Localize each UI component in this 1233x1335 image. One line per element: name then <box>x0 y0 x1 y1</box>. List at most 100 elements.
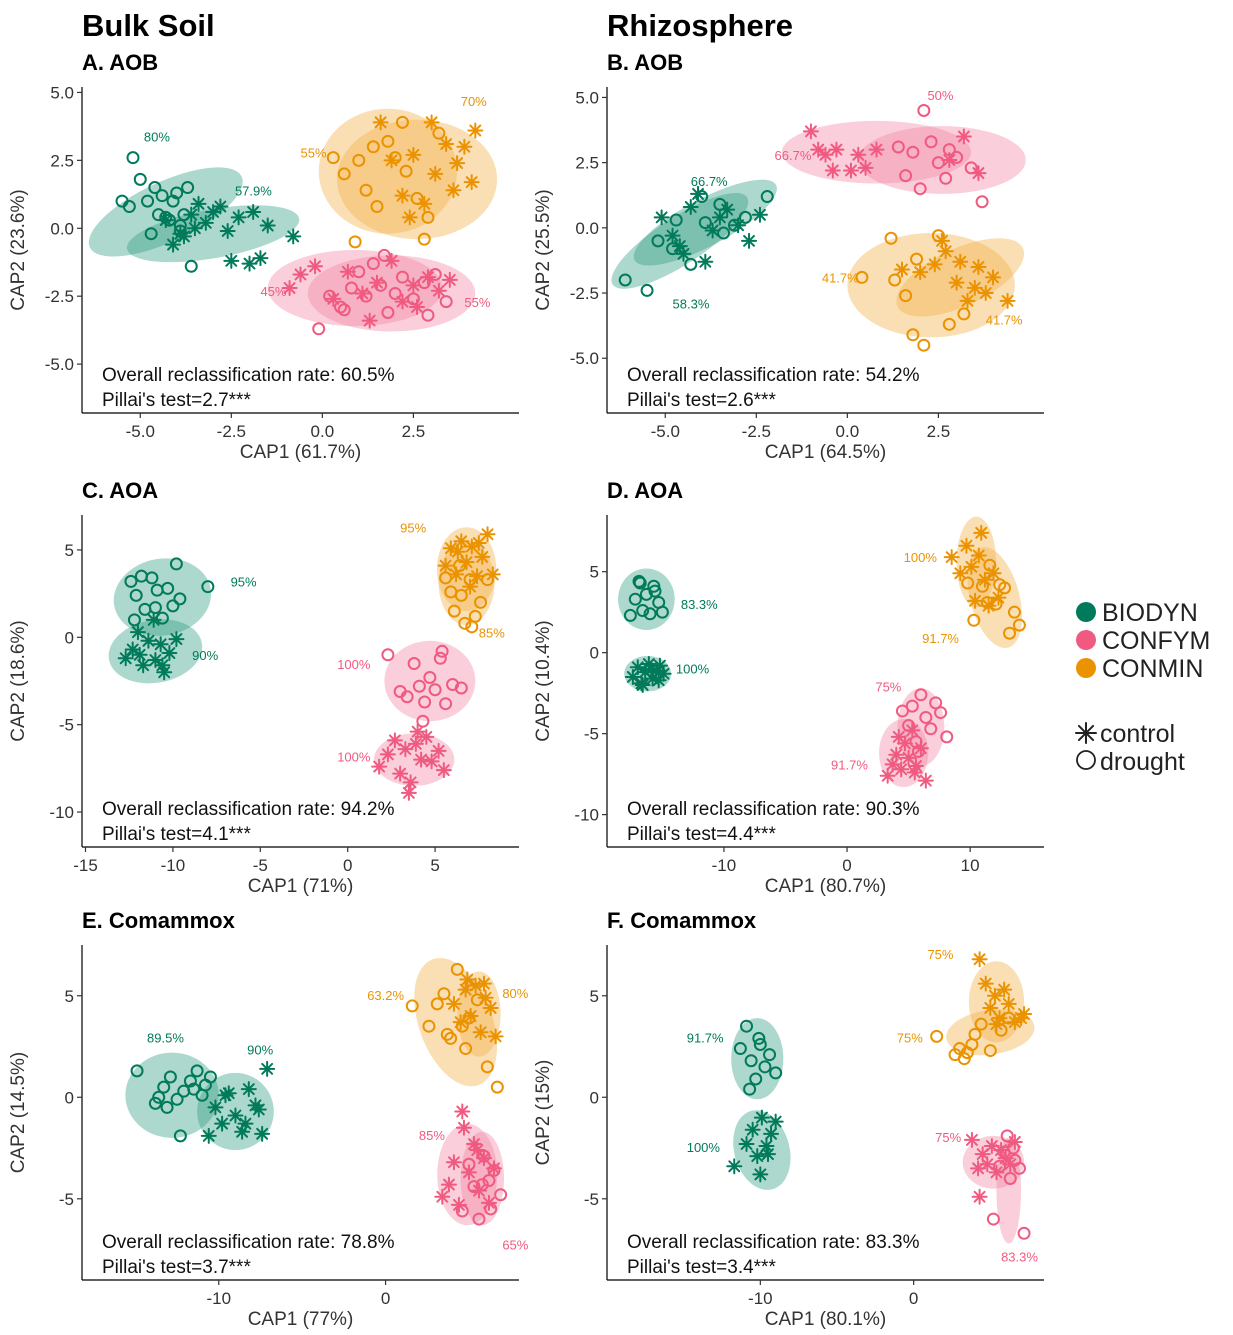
point-biodyn-drought <box>738 210 752 224</box>
point-biodyn-control <box>240 1081 257 1098</box>
point-confym-drought <box>418 695 432 709</box>
y-tick-label: 5 <box>65 987 74 1006</box>
point-biodyn-control <box>131 646 148 663</box>
point-conmin-control <box>1016 1006 1033 1023</box>
point-biodyn-drought <box>769 1066 783 1080</box>
x-tick-label: 5 <box>430 856 439 875</box>
point-biodyn-control <box>690 185 707 202</box>
panel-title-e: E. Comammox <box>82 908 236 933</box>
point-confym-control <box>292 266 309 283</box>
y-tick-label: 0 <box>65 628 74 647</box>
point-confym-control <box>879 767 896 784</box>
point-confym-drought <box>462 1157 476 1171</box>
point-conmin-drought <box>370 200 384 214</box>
panel-b: B. AOB 66.7% 58.3% 66.7% 50% 41.7% 41.7% -5.0 -2… <box>533 50 1044 463</box>
point-conmin-drought <box>974 1017 988 1031</box>
point-confym-drought <box>940 730 954 744</box>
reclassification-rate-text: Overall reclassification rate: 60.5% <box>102 365 395 386</box>
point-conmin-drought <box>437 987 451 1001</box>
point-conmin-control <box>475 975 492 992</box>
point-biodyn-drought <box>763 1048 777 1062</box>
reclassification-percent-label: 41.7% <box>822 271 859 286</box>
point-conmin-control <box>977 975 994 992</box>
point-biodyn-control <box>207 1099 224 1116</box>
point-confym-control <box>454 1103 471 1120</box>
panel-d: D. AOA 83.3% 100% 100% 91.7% 75% 91.7% -10 0 10 5 0… <box>533 478 1044 897</box>
point-conmin-control <box>952 565 969 582</box>
point-confym-drought <box>939 171 953 185</box>
point-confym-control <box>917 772 934 789</box>
point-conmin-control <box>482 999 499 1016</box>
point-biodyn-control <box>624 668 641 685</box>
point-biodyn-drought <box>169 557 183 571</box>
point-biodyn-control <box>190 195 207 212</box>
point-conmin-drought <box>366 140 380 154</box>
reclassification-percent-label: 45% <box>260 284 286 299</box>
point-confym-control <box>392 765 409 782</box>
x-tick-label: 0 <box>381 1289 390 1308</box>
point-confym-drought <box>412 679 426 693</box>
point-conmin-control <box>948 274 965 291</box>
y-tick-label: -5.0 <box>570 349 599 368</box>
point-conmin-drought <box>399 164 413 178</box>
point-confym-control <box>900 749 917 766</box>
point-conmin-control <box>472 1024 489 1041</box>
point-biodyn-control <box>168 631 185 648</box>
point-conmin-drought <box>983 558 997 572</box>
point-conmin-control <box>458 554 475 571</box>
point-confym-control <box>842 162 859 179</box>
point-conmin-control <box>912 264 929 281</box>
point-confym-drought <box>931 156 945 170</box>
point-biodyn-drought <box>655 605 669 619</box>
point-biodyn-drought <box>155 611 169 625</box>
point-biodyn-drought <box>187 1082 201 1096</box>
point-biodyn-control <box>752 1166 769 1183</box>
point-confym-drought <box>400 690 414 704</box>
point-conmin-drought <box>967 613 981 627</box>
point-confym-drought <box>435 644 449 658</box>
x-axis-label: CAP1 (64.5%) <box>765 442 886 463</box>
point-conmin-drought <box>440 1027 454 1041</box>
point-conmin-drought <box>490 1080 504 1094</box>
reclassification-percent-label: 75% <box>927 947 953 962</box>
point-biodyn-control <box>252 250 269 267</box>
y-tick-label: 2.5 <box>50 151 74 170</box>
point-conmin-drought <box>348 235 362 249</box>
panels: A. AOB 80% 57.9% 55% 70% 45% 55% -5.0 -2.5 0.0 2.5… <box>8 50 1044 1330</box>
confidence-ellipse-confym-drought <box>384 640 476 722</box>
point-conmin-control <box>943 549 960 566</box>
y-tick-label: -5 <box>584 1190 599 1209</box>
reclassification-percent-label: 83.3% <box>681 597 718 612</box>
point-conmin-drought <box>337 167 351 181</box>
point-biodyn-drought <box>640 283 654 297</box>
point-conmin-control <box>467 122 484 139</box>
legend-symbol-drought <box>1076 750 1096 770</box>
pillai-test-text: Pillai's test=4.1*** <box>102 824 251 845</box>
point-confym-control <box>368 274 385 291</box>
panel-title-a: A. AOB <box>82 50 158 75</box>
panel-f: F. Comammox 91.7% 100% 75% 75% 75% 83.3% -10 0 5 0… <box>533 908 1044 1330</box>
point-conmin-drought <box>463 573 477 587</box>
x-tick-label: -2.5 <box>217 422 246 441</box>
x-axis-label: CAP1 (80.1%) <box>765 1309 886 1330</box>
point-conmin-drought <box>453 559 467 573</box>
reclassification-percent-label: 63.2% <box>367 988 404 1003</box>
point-biodyn-drought <box>717 226 731 240</box>
point-conmin-control <box>445 995 462 1012</box>
x-tick-label: 0 <box>909 1289 918 1308</box>
point-conmin-drought <box>481 573 495 587</box>
y-tick-label: -5 <box>59 1190 74 1209</box>
point-confym-drought <box>439 697 453 711</box>
x-tick-label: 2.5 <box>402 422 426 441</box>
point-biodyn-control <box>650 672 667 689</box>
point-biodyn-drought <box>636 604 650 618</box>
point-biodyn-control <box>217 1087 234 1104</box>
point-biodyn-drought <box>749 1072 763 1086</box>
x-tick-label: 0.0 <box>311 422 335 441</box>
point-conmin-drought <box>1012 618 1026 632</box>
point-conmin-drought <box>417 232 431 246</box>
panel-title-c: C. AOA <box>82 478 158 503</box>
point-biodyn-drought <box>122 200 136 214</box>
x-tick-label: -5.0 <box>126 422 155 441</box>
